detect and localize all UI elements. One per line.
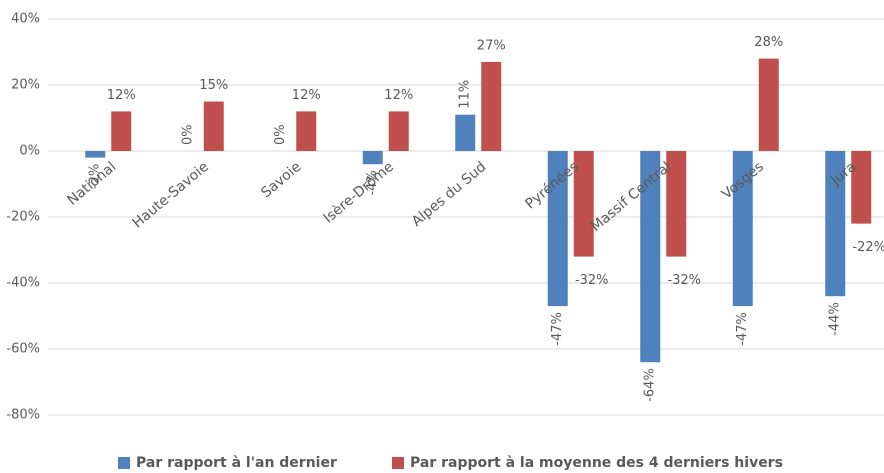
data-label: 12% — [384, 88, 413, 103]
legend-label: Par rapport à la moyenne des 4 derniers … — [410, 455, 783, 471]
y-tick-label: -60% — [6, 342, 40, 357]
y-tick-label: 40% — [11, 12, 40, 27]
bar — [573, 151, 594, 257]
data-label: -44% — [828, 302, 843, 336]
bar — [111, 111, 132, 151]
data-label: 0% — [180, 124, 195, 145]
bar — [481, 61, 502, 151]
x-tick-label: Savoie — [258, 159, 304, 201]
data-label: -47% — [550, 312, 565, 346]
data-label: 28% — [754, 35, 783, 50]
x-tick-label: Massif Central — [588, 159, 675, 235]
bar — [362, 151, 383, 165]
data-label: 27% — [477, 38, 506, 53]
data-label: -32% — [575, 273, 609, 288]
y-tick-label: -40% — [6, 276, 40, 291]
data-label: -4% — [365, 170, 380, 195]
y-tick-label: 20% — [11, 78, 40, 93]
bar — [85, 151, 106, 158]
x-tick-label: Haute-Savoie — [130, 159, 212, 232]
data-label: -22% — [852, 240, 884, 255]
bar — [388, 111, 409, 151]
bar — [758, 58, 779, 151]
bar — [455, 114, 476, 151]
data-label: 15% — [199, 78, 228, 93]
x-tick-label: Isère-Drôme — [321, 159, 397, 227]
legend-swatch — [118, 457, 130, 469]
bar — [296, 111, 317, 151]
bar — [851, 151, 872, 224]
x-tick-label: Alpes du Sud — [409, 159, 489, 230]
bar — [825, 151, 846, 297]
y-tick-label: -20% — [6, 210, 40, 225]
bar — [547, 151, 568, 307]
legend-swatch — [392, 457, 404, 469]
data-label: 12% — [292, 88, 321, 103]
bar — [640, 151, 661, 363]
data-label: -64% — [643, 368, 658, 402]
bar — [732, 151, 753, 307]
y-tick-label: 0% — [19, 144, 40, 159]
data-label: -2% — [88, 164, 103, 189]
bar — [666, 151, 687, 257]
data-label: 11% — [458, 80, 473, 109]
data-label: 12% — [107, 88, 136, 103]
bar — [203, 101, 224, 151]
y-tick-label: -80% — [6, 408, 40, 423]
legend-label: Par rapport à l'an dernier — [136, 455, 337, 471]
data-label: -32% — [667, 273, 701, 288]
data-label: 0% — [273, 124, 288, 145]
data-label: -47% — [735, 312, 750, 346]
